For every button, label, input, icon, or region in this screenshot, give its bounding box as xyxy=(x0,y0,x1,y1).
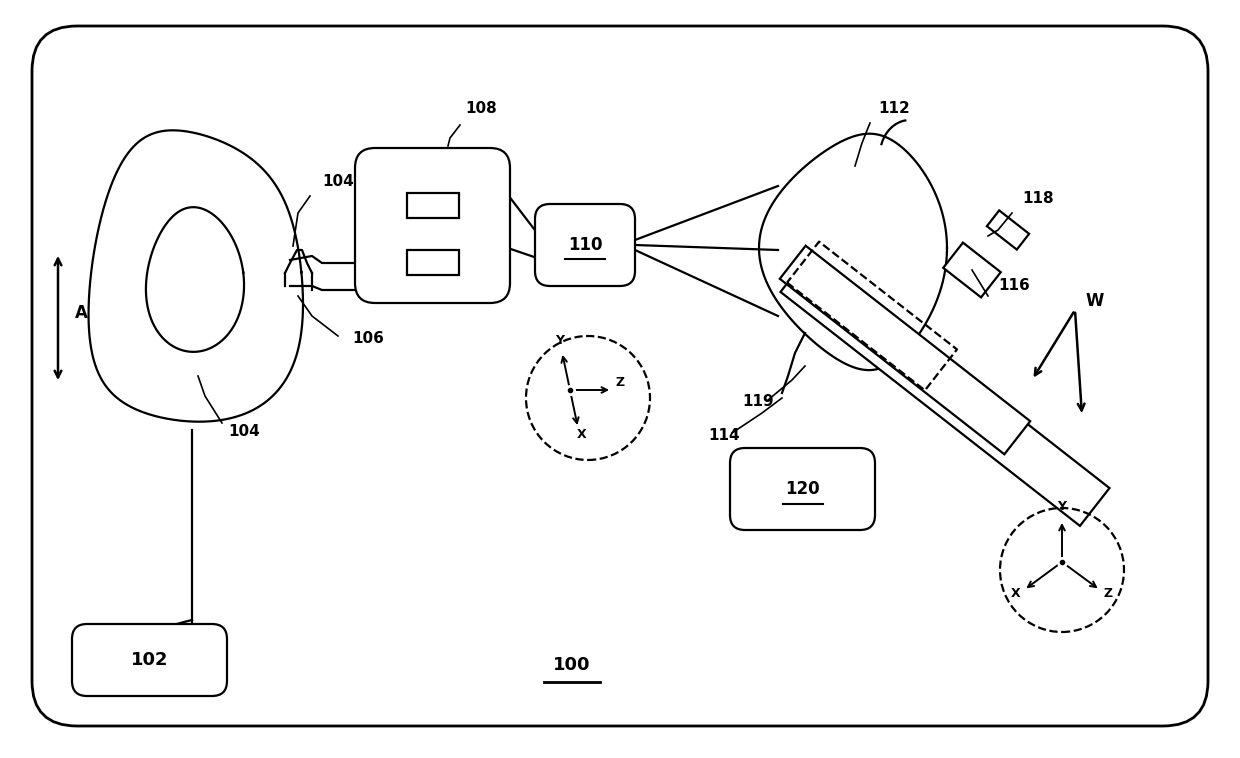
FancyBboxPatch shape xyxy=(730,448,875,530)
Bar xyxy=(407,193,459,218)
Text: 116: 116 xyxy=(998,278,1029,293)
Text: 104: 104 xyxy=(228,424,259,439)
Polygon shape xyxy=(987,211,1029,249)
Text: 118: 118 xyxy=(1022,191,1054,206)
Text: 114: 114 xyxy=(708,428,739,443)
FancyBboxPatch shape xyxy=(355,148,510,303)
Text: 112: 112 xyxy=(878,101,910,116)
FancyBboxPatch shape xyxy=(534,204,635,286)
Text: A: A xyxy=(74,304,88,322)
Text: X: X xyxy=(577,428,587,441)
Text: 108: 108 xyxy=(465,101,497,116)
Bar xyxy=(407,250,459,275)
Polygon shape xyxy=(780,246,1030,454)
FancyBboxPatch shape xyxy=(72,624,227,696)
Text: 119: 119 xyxy=(742,394,774,409)
Text: 100: 100 xyxy=(553,656,590,674)
Text: W: W xyxy=(1085,292,1104,310)
Polygon shape xyxy=(780,254,1110,526)
Text: 104: 104 xyxy=(322,174,353,189)
Text: Z: Z xyxy=(615,376,625,389)
Text: 102: 102 xyxy=(130,651,169,669)
Text: Y: Y xyxy=(556,334,564,347)
Text: 110: 110 xyxy=(568,236,603,254)
Text: Z: Z xyxy=(1104,587,1112,600)
Text: 120: 120 xyxy=(785,480,820,498)
FancyBboxPatch shape xyxy=(32,26,1208,726)
Polygon shape xyxy=(944,243,1001,297)
Text: 106: 106 xyxy=(352,331,384,346)
Text: X: X xyxy=(1011,587,1021,600)
Text: Y: Y xyxy=(1058,500,1066,513)
